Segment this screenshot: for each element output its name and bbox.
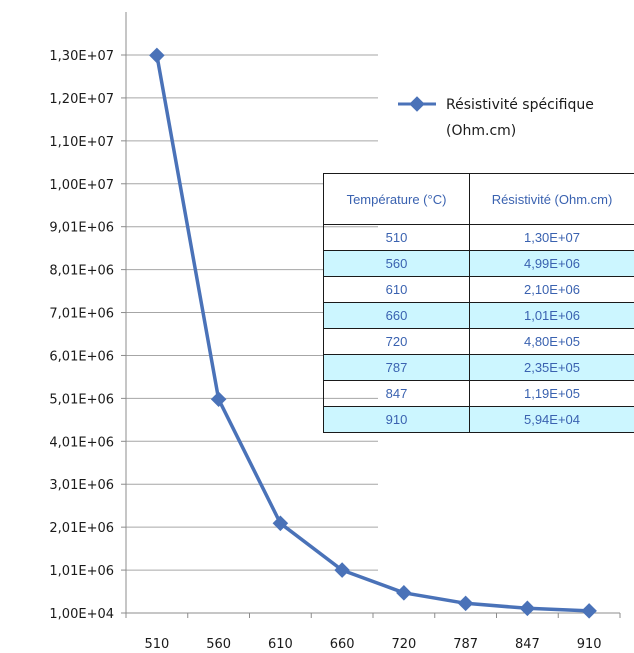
x-tick-label: 610 [268, 637, 293, 652]
table-cell-resistivity: 4,99E+06 [469, 250, 634, 277]
table-header-row: Température (°C) Résistivité (Ohm.cm) [323, 173, 634, 225]
data-point-910 [581, 603, 597, 619]
x-tick-label: 787 [453, 637, 478, 652]
data-point-510 [149, 47, 165, 64]
series-line [155, 55, 590, 613]
y-tick-label: 8,01E+06 [49, 264, 114, 279]
table-cell-resistivity: 4,80E+05 [469, 328, 634, 355]
table-row: 910 5,94E+04 [323, 406, 634, 433]
y-tick-label: 5,01E+06 [49, 392, 114, 407]
y-tick-label: 2,01E+06 [49, 521, 114, 536]
table-cell-temperature: 610 [323, 276, 470, 303]
data-point-720 [396, 585, 412, 601]
y-tick-label: 4,01E+06 [49, 435, 114, 450]
y-tick-label: 6,01E+06 [49, 349, 114, 364]
table-cell-temperature: 720 [323, 328, 470, 355]
data-point-787 [457, 595, 474, 612]
table-row: 720 4,80E+05 [323, 328, 634, 355]
y-tick-label: 1,01E+06 [49, 564, 114, 579]
x-tick-label: 510 [144, 637, 169, 652]
table-cell-resistivity: 1,01E+06 [469, 302, 634, 329]
table-row: 560 4,99E+06 [323, 250, 634, 277]
y-tick-label: 3,01E+06 [49, 478, 114, 493]
x-tick-label: 910 [577, 637, 602, 652]
table-row: 510 1,30E+07 [323, 224, 634, 251]
y-tick-label: 1,00E+04 [49, 607, 114, 622]
table-row: 847 1,19E+05 [323, 380, 634, 407]
table-cell-temperature: 660 [323, 302, 470, 329]
data-point-560 [210, 391, 227, 408]
table-row: 660 1,01E+06 [323, 302, 634, 329]
data-point-847 [519, 600, 536, 617]
table-cell-resistivity: 1,30E+07 [469, 224, 634, 251]
x-tick-label: 660 [330, 637, 355, 652]
y-tick-label: 1,10E+07 [49, 135, 114, 150]
legend-marker [409, 96, 425, 112]
table-row: 610 2,10E+06 [323, 276, 634, 303]
table-header-temperature: Température (°C) [323, 173, 470, 225]
legend: Résistivité spécifique (Ohm.cm) [398, 96, 594, 139]
table-cell-temperature: 847 [323, 380, 470, 407]
table-cell-resistivity: 1,19E+05 [469, 380, 634, 407]
y-tick-label: 9,01E+06 [49, 221, 114, 236]
y-tick-label: 1,30E+07 [49, 49, 114, 64]
table-cell-temperature: 910 [323, 406, 470, 433]
table-cell-temperature: 560 [323, 250, 470, 277]
legend-label-line1: Résistivité spécifique [446, 97, 594, 113]
x-tick-label: 847 [515, 637, 540, 652]
y-tick-label: 7,01E+06 [49, 307, 114, 322]
y-axis-tick-labels: 1,00E+04 1,01E+06 2,01E+06 3,01E+06 4,01E+06… [49, 49, 114, 622]
axes [121, 12, 621, 618]
table-header-resistivity: Résistivité (Ohm.cm) [469, 173, 634, 225]
table-cell-resistivity: 2,35E+05 [469, 354, 634, 381]
table-cell-resistivity: 5,94E+04 [469, 406, 634, 433]
data-table: Température (°C) Résistivité (Ohm.cm) 51… [323, 173, 634, 433]
table-cell-temperature: 787 [323, 354, 470, 381]
table-cell-temperature: 510 [323, 224, 470, 251]
legend-label-line2: (Ohm.cm) [446, 123, 516, 139]
x-axis-tick-labels: 510 560 610 660 720 787 847 910 [144, 637, 601, 652]
table-row: 787 2,35E+05 [323, 354, 634, 381]
y-tick-label: 1,20E+07 [49, 92, 114, 107]
y-tick-label: 1,00E+07 [49, 178, 114, 193]
table-cell-resistivity: 2,10E+06 [469, 276, 634, 303]
x-tick-label: 720 [391, 637, 416, 652]
x-tick-label: 560 [206, 637, 231, 652]
